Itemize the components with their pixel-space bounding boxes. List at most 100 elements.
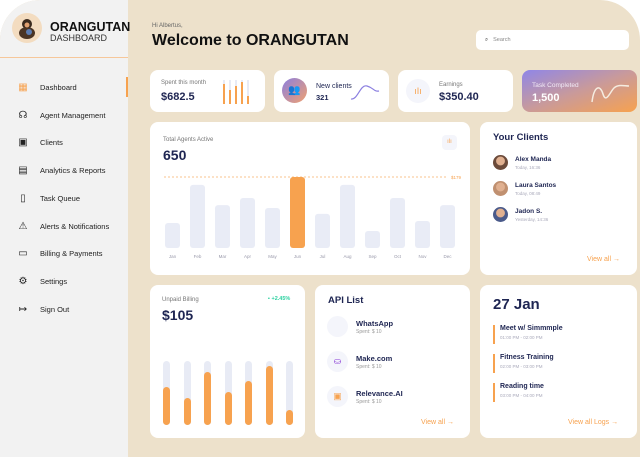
bar-jul[interactable] <box>315 213 330 248</box>
clients-sparkline <box>350 85 380 100</box>
x-tick-label: Aug <box>343 254 352 259</box>
schedule-event[interactable]: Fitness Training 02:00 PM - 03:00 PM <box>493 354 554 373</box>
gear-icon: ⚙ <box>18 275 28 287</box>
headset-icon: ☊ <box>18 109 28 121</box>
sidebar-item-billing-payments[interactable]: ▭ Billing & Payments <box>0 243 128 263</box>
sidebar-item-analytics-reports[interactable]: ▤ Analytics & Reports <box>0 160 128 180</box>
new-clients-value: 321 <box>316 93 329 102</box>
analytics-icon: ▤ <box>18 164 28 176</box>
bar-may[interactable] <box>265 207 280 248</box>
bar-apr[interactable] <box>240 198 255 248</box>
bar-aug[interactable] <box>340 184 355 248</box>
logs-view-all-link[interactable]: View all Logs → <box>568 419 618 426</box>
spent-value: $682.5 <box>161 91 195 103</box>
bar-sep[interactable] <box>365 230 380 248</box>
billing-bar-track <box>204 361 211 425</box>
tasks-sparkline <box>591 84 630 103</box>
agents-bar-chart: $179 Jan Feb Mar Apr May Jun Jul Aug Sep Oct Nov Dec <box>164 175 462 259</box>
sidebar-item-dashboard[interactable]: ▦ Dashboard <box>0 77 128 97</box>
tasks-value: 1,500 <box>532 92 560 104</box>
x-tick-label: May <box>268 254 277 259</box>
sidebar-item-sign-out[interactable]: ↦ Sign Out <box>0 299 128 319</box>
api-title: API List <box>328 295 364 306</box>
client-name: Jadon S. <box>515 208 543 215</box>
client-avatar <box>493 155 508 170</box>
x-tick-label: Nov <box>418 254 427 259</box>
earnings-card: ıIı Earnings $350.40 <box>398 70 513 112</box>
x-tick-label: Feb <box>194 254 202 259</box>
billing-bar-track <box>183 361 191 425</box>
bar-nov[interactable] <box>415 221 430 248</box>
bar-jan[interactable] <box>165 223 180 248</box>
x-tick-label: Jul <box>320 254 326 259</box>
billing-value: $105 <box>162 307 194 323</box>
earnings-value: $350.40 <box>439 91 479 103</box>
view-all-label: View all <box>587 256 611 263</box>
spent-label: Spent this month <box>161 80 207 86</box>
x-tick-label: Jan <box>169 254 177 259</box>
sidebar-item-alerts-notifications[interactable]: ⚠ Alerts & Notifications <box>0 216 128 236</box>
bar-jun[interactable] <box>290 177 305 248</box>
x-tick-label: Oct <box>394 254 402 259</box>
sidebar-item-label: Settings <box>40 276 68 286</box>
sidebar-item-agent-management[interactable]: ☊ Agent Management <box>0 105 128 125</box>
billing-change-value: +2.45% <box>271 296 291 302</box>
sign-out-icon: ↦ <box>18 303 28 315</box>
bar-dec[interactable] <box>440 205 455 248</box>
billing-bar-fill <box>286 410 293 425</box>
spent-mini-bars <box>223 80 249 104</box>
clients-view-all-link[interactable]: View all → <box>587 256 620 263</box>
sidebar-item-settings[interactable]: ⚙ Settings <box>0 271 128 291</box>
api-spent: Spent: $ 10 <box>356 329 382 335</box>
earnings-label: Earnings <box>439 82 463 88</box>
api-name: Relevance.AI <box>356 389 403 398</box>
new-clients-card: 👥 New clients 321 <box>274 70 389 112</box>
client-name: Laura Santos <box>515 182 557 189</box>
billing-bar-track <box>224 361 232 425</box>
divider <box>0 57 128 58</box>
api-list-card: API List WhatsApp Spent: $ 10 ⛀ Make.com Spe… <box>315 285 470 438</box>
chart-total: 650 <box>163 147 187 163</box>
tasks-card: Task Completed 1,500 <box>522 70 637 112</box>
greeting: Hi Albertus, <box>152 23 183 29</box>
search-icon: ⌕ <box>485 36 489 43</box>
billing-bar-fill <box>204 371 211 425</box>
clipboard-icon: ▯ <box>20 192 26 204</box>
chart-title: Total Agents Active <box>163 137 214 143</box>
sidebar-item-label: Billing & Payments <box>40 248 103 258</box>
billing-change: ▪ +2.45% <box>268 296 291 302</box>
your-clients-card: Your Clients Alex Manda Today, 16:36 Laura… <box>480 122 637 275</box>
unpaid-billing-card: Unpaid Billing ▪ +2.45% $105 <box>150 285 305 438</box>
warning-icon: ⚠ <box>18 220 28 232</box>
bar-mar[interactable] <box>215 205 230 248</box>
billing-bar-fill <box>265 366 273 425</box>
schedule-date: 27 Jan <box>493 296 540 313</box>
x-tick-label: Apr <box>244 254 252 259</box>
search-input[interactable]: ⌕ Search <box>476 30 629 50</box>
event-time: 03:00 PM - 04:00 PM <box>500 393 543 398</box>
orangutan-logo <box>12 13 42 43</box>
chart-type-button[interactable]: ılı <box>442 135 457 150</box>
x-tick-label: Jun <box>294 254 302 259</box>
billing-bar-fill <box>183 398 191 425</box>
schedule-event[interactable]: Reading time 03:00 PM - 04:00 PM <box>493 383 544 402</box>
bar-feb[interactable] <box>190 184 205 248</box>
billing-bar-track <box>265 361 273 425</box>
event-time: 01:00 PM - 02:00 PM <box>500 335 543 340</box>
sidebar-item-clients[interactable]: ▣ Clients <box>0 132 128 152</box>
sidebar-item-label: Analytics & Reports <box>40 165 106 175</box>
view-all-label: View all Logs <box>568 419 610 426</box>
relevance-icon: ▣ <box>327 386 348 407</box>
api-name: Make.com <box>356 354 393 363</box>
brand-subtitle: DASHBOARD <box>50 33 108 43</box>
reference-label: $179 <box>451 175 462 180</box>
api-view-all-link[interactable]: View all → <box>421 419 454 426</box>
event-title: Reading time <box>500 383 544 390</box>
api-spent: Spent: $ 10 <box>356 399 382 405</box>
bar-oct[interactable] <box>390 198 405 248</box>
schedule-event[interactable]: Meet w/ Simmmple 01:00 PM - 02:00 PM <box>493 325 563 344</box>
sidebar-item-label: Task Queue <box>40 193 81 203</box>
sidebar-item-task-queue[interactable]: ▯ Task Queue <box>0 188 128 208</box>
view-all-label: View all <box>421 419 445 426</box>
